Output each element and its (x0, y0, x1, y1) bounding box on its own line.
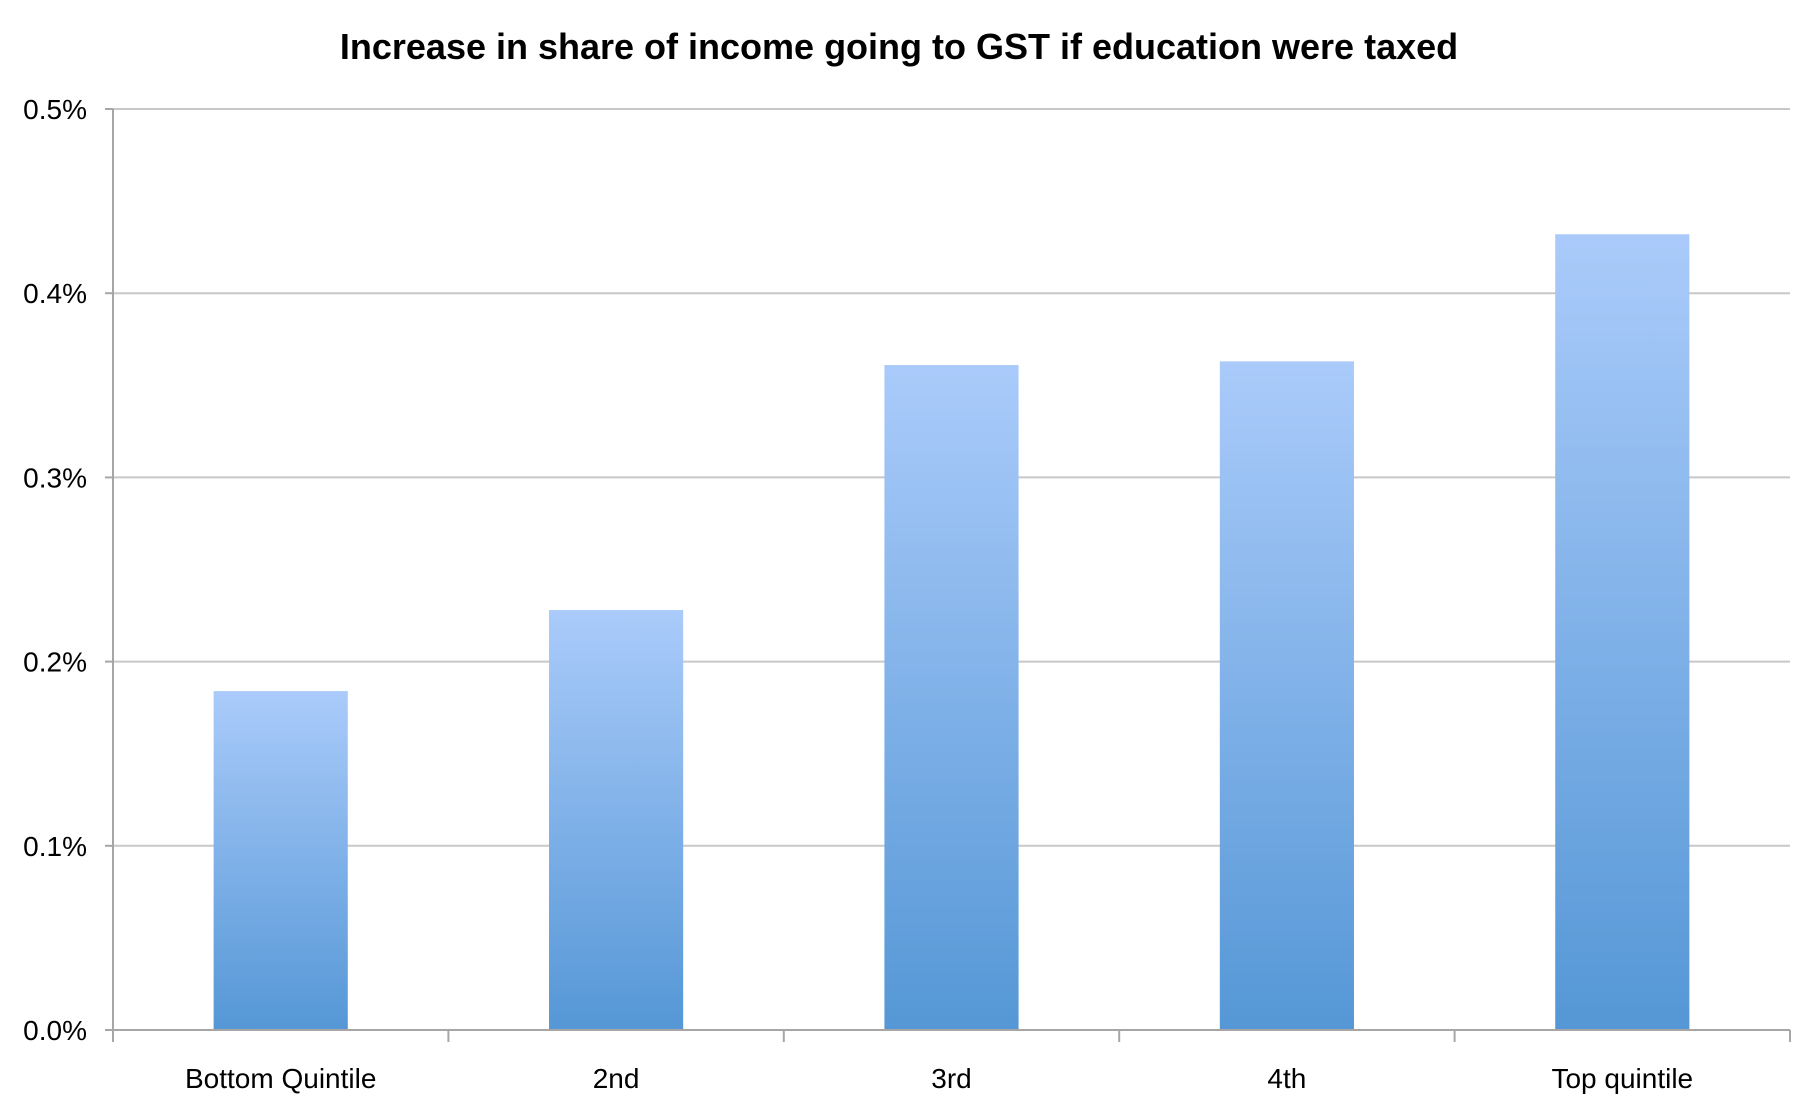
bar (1555, 234, 1690, 1031)
y-tick-label: 0.0% (23, 1015, 87, 1046)
y-tick-label: 0.3% (23, 462, 87, 493)
x-tick-label: 2nd (593, 1063, 640, 1094)
y-tick-label: 0.4% (23, 278, 87, 309)
bar (549, 610, 684, 1030)
y-tick-labels: 0.0% 0.1% 0.2% 0.3% 0.4% 0.5% (23, 94, 87, 1046)
x-tick-label: Bottom Quintile (185, 1063, 376, 1094)
axes (105, 108, 1791, 1042)
x-tick-label: Top quintile (1551, 1063, 1693, 1094)
bar (213, 691, 348, 1030)
y-tick-label: 0.5% (23, 94, 87, 125)
bars (213, 234, 1690, 1031)
bar (884, 365, 1019, 1031)
x-tick-label: 3rd (931, 1063, 971, 1094)
bar (1219, 361, 1354, 1030)
y-tick-label: 0.1% (23, 831, 87, 862)
x-tick-label: 4th (1267, 1063, 1306, 1094)
chart-title: Increase in share of income going to GST… (339, 26, 1459, 67)
x-tick-labels: Bottom Quintile 2nd 3rd 4th Top quintile (185, 1063, 1693, 1094)
y-tick-label: 0.2% (23, 647, 87, 678)
